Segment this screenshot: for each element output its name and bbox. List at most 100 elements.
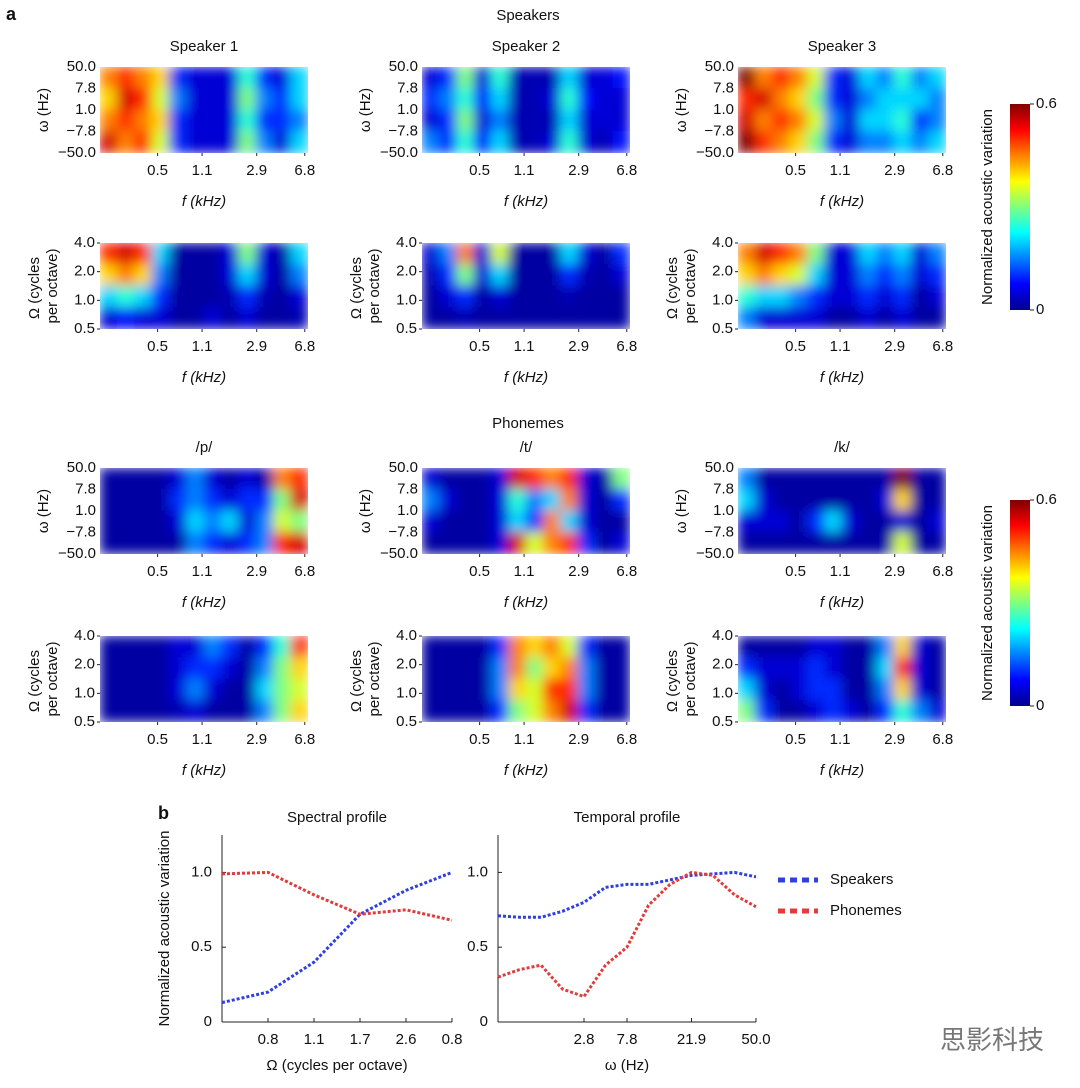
heatmap-cell — [806, 657, 826, 680]
heatmap-cell — [508, 264, 527, 287]
heatmap-cell — [116, 636, 136, 658]
heatmap-cell — [456, 88, 475, 111]
heatmap-cell — [100, 131, 118, 153]
heatmap-cell — [456, 67, 475, 89]
y-tick-label: 2.0 — [396, 263, 417, 280]
heatmap-cell — [542, 532, 562, 554]
heatmap-cell — [910, 532, 930, 554]
panel-label: b — [158, 803, 169, 823]
heatmap-cell — [738, 307, 756, 329]
x-tick-label: 1.1 — [830, 731, 851, 748]
y-tick-label: −50.0 — [380, 545, 418, 562]
heatmap-cell — [116, 510, 136, 533]
heatmap-cell — [422, 88, 440, 111]
heatmap-cell — [789, 532, 808, 554]
colorbar-label: Normalized acoustic variation — [979, 109, 996, 305]
x-tick-label: 7.8 — [617, 1031, 638, 1048]
heatmap-cell — [806, 243, 826, 265]
y-tick-label: 4.0 — [712, 234, 733, 251]
colorbar — [1010, 104, 1030, 310]
y-tick-label: 4.0 — [396, 234, 417, 251]
heatmap-cell — [542, 285, 562, 308]
x-axis-label: ω (Hz) — [605, 1057, 649, 1074]
heatmap-cells — [422, 468, 630, 554]
heatmap — [422, 636, 630, 722]
heatmap-cell — [824, 131, 843, 153]
heatmap-cell — [290, 67, 308, 89]
heatmap-cell — [438, 131, 458, 153]
heatmap-cell — [525, 678, 544, 701]
heatmap — [100, 636, 308, 722]
x-tick-label: 6.8 — [616, 731, 637, 748]
heatmap-cell — [893, 636, 912, 658]
heatmap-cell — [772, 67, 791, 89]
heatmap-cell — [134, 700, 153, 722]
heatmap-cell — [186, 510, 205, 533]
y-tick-label: 50.0 — [705, 459, 734, 476]
heatmap-cell — [594, 285, 614, 308]
heatmap-cell — [876, 67, 895, 89]
y-tick-label: 50.0 — [389, 459, 418, 476]
colorbar — [1010, 500, 1030, 706]
heatmap-cell — [858, 88, 878, 111]
heatmap-cell — [772, 109, 791, 132]
heatmap-cell — [858, 636, 878, 658]
heatmap-cell — [542, 131, 562, 153]
heatmap-cell — [893, 285, 912, 308]
heatmap-cell — [100, 678, 118, 701]
heatmap-cell — [186, 636, 205, 658]
heatmap-cell — [220, 243, 240, 265]
heatmap — [100, 67, 308, 153]
x-tick-label: 1.1 — [830, 563, 851, 580]
y-tick-label: −7.8 — [704, 122, 734, 139]
heatmap-cell — [272, 700, 292, 722]
x-tick-label: 0.5 — [147, 162, 168, 179]
heatmap-cell — [290, 657, 308, 680]
y-tick-label: 0 — [204, 1013, 212, 1030]
heatmap-cell — [238, 131, 257, 153]
heatmap-cell — [560, 67, 579, 89]
heatmap-cell — [542, 243, 562, 265]
heatmap-cell — [151, 468, 170, 490]
heatmap-cell — [928, 636, 946, 658]
heatmap-cell — [876, 109, 895, 132]
heatmap-cell — [116, 67, 136, 89]
heatmap-cell — [876, 700, 895, 722]
heatmap-cell — [508, 307, 527, 329]
heatmap-cell — [858, 109, 878, 132]
heatmap-cell — [806, 109, 826, 132]
heatmap-cell — [134, 489, 153, 512]
heatmap-cell — [255, 510, 274, 533]
heatmap-cell — [203, 67, 222, 89]
heatmap-cell — [238, 636, 257, 658]
heatmap-cell — [220, 468, 240, 490]
heatmap-cell — [151, 109, 170, 132]
heatmap-cell — [151, 510, 170, 533]
chart-title: /p/ — [196, 439, 214, 456]
x-tick-label: 6.8 — [932, 338, 953, 355]
y-tick-label: −50.0 — [58, 144, 96, 161]
y-tick-label: −7.8 — [388, 122, 418, 139]
heatmap-cell — [116, 678, 136, 701]
heatmap-cell — [272, 88, 292, 111]
heatmap-cell — [116, 700, 136, 722]
heatmap-cell — [272, 636, 292, 658]
heatmap-cell — [508, 636, 527, 658]
heatmap-cell — [772, 489, 791, 512]
x-axis-label: f (kHz) — [182, 369, 226, 386]
x-tick-label: 2.9 — [568, 338, 589, 355]
heatmap-cell — [928, 489, 946, 512]
heatmap-cell — [910, 243, 930, 265]
heatmap-cell — [560, 468, 579, 490]
heatmap-cell — [858, 489, 878, 512]
x-tick-label: 1.1 — [514, 162, 535, 179]
chart-title: /k/ — [834, 439, 851, 456]
heatmap-cell — [116, 307, 136, 329]
heatmap-cell — [290, 510, 308, 533]
heatmap-cell — [542, 307, 562, 329]
heatmap-cell — [876, 636, 895, 658]
heatmap-cell — [422, 489, 440, 512]
heatmap-cell — [186, 468, 205, 490]
heatmap-cell — [186, 700, 205, 722]
heatmap-cell — [841, 489, 860, 512]
